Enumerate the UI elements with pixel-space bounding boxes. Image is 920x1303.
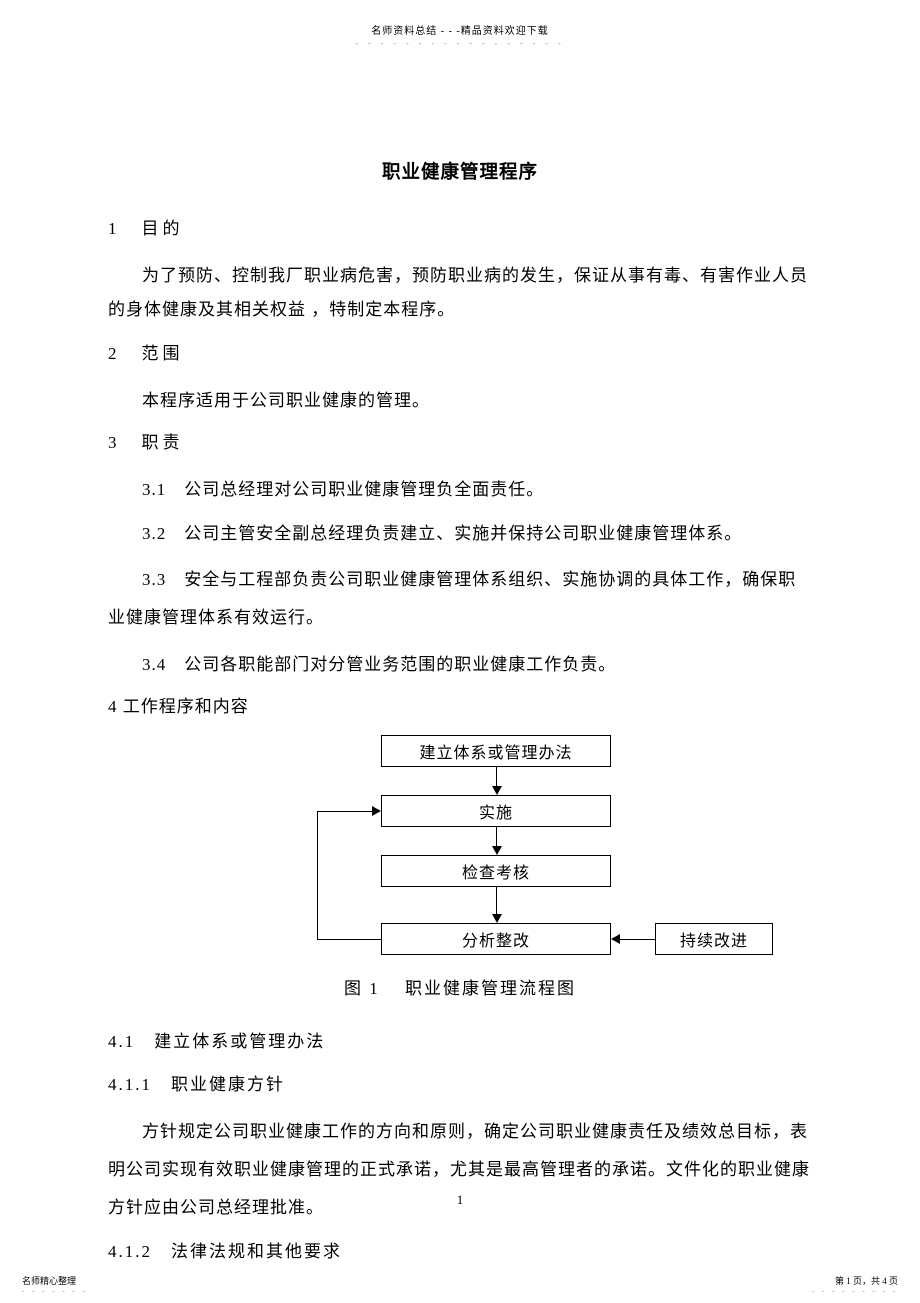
section-4-1-2-heading: 4.1.2 法律法规和其他要求 xyxy=(108,1237,812,1262)
section-4-heading: 4 工作程序和内容 xyxy=(108,692,812,717)
section-3-heading: 3 职责 xyxy=(108,428,812,453)
section-1-heading: 1 目的 xyxy=(108,214,812,239)
flowchart: 建立体系或管理办法 实施 检查考核 分析整改 持续改进 xyxy=(243,735,783,962)
document-title: 职业健康管理程序 xyxy=(108,158,812,184)
header-text: 名师资料总结 - - -精品资料欢迎下载 xyxy=(0,0,920,37)
flowchart-arrowhead xyxy=(372,806,381,816)
footer-dots-left: - - - - - - - xyxy=(22,1287,88,1295)
flowchart-arrow xyxy=(317,939,381,940)
flowchart-arrow xyxy=(496,887,497,915)
footer-left: 名师精心整理 xyxy=(22,1274,76,1287)
flowchart-arrowhead xyxy=(492,914,502,923)
section-4-1-1-heading: 4.1.1 职业健康方针 xyxy=(108,1070,812,1095)
header-dots: - - - - - - - - - - - - - - - - - xyxy=(0,39,920,48)
section-3-item-3: 3.3 安全与工程部负责公司职业健康管理体系组织、实施协调的具体工作，确保职业健… xyxy=(108,561,812,638)
section-4-1-1-paragraph: 方针规定公司职业健康工作的方向和原则，确定公司职业健康责任及绩效总目标，表明公司… xyxy=(108,1113,812,1228)
flowchart-arrowhead xyxy=(492,786,502,795)
flowchart-node-4: 分析整改 xyxy=(381,923,611,955)
section-1-paragraph: 为了预防、控制我厂职业病危害，预防职业病的发生，保证从事有毒、有害作业人员的身体… xyxy=(108,259,812,327)
flowchart-arrow xyxy=(317,811,372,812)
flowchart-arrowhead xyxy=(492,846,502,855)
section-3-item-2: 3.2 公司主管安全副总经理负责建立、实施并保持公司职业健康管理体系。 xyxy=(108,517,812,551)
document-content: 职业健康管理程序 1 目的 为了预防、控制我厂职业病危害，预防职业病的发生，保证… xyxy=(0,48,920,1262)
flowchart-node-1: 建立体系或管理办法 xyxy=(381,735,611,767)
page-number: 1 xyxy=(0,1192,920,1208)
flowchart-node-5: 持续改进 xyxy=(655,923,773,955)
section-4-1-heading: 4.1 建立体系或管理办法 xyxy=(108,1027,812,1052)
section-2-heading: 2 范围 xyxy=(108,339,812,364)
section-2-paragraph: 本程序适用于公司职业健康的管理。 xyxy=(108,384,812,418)
flowchart-arrow xyxy=(317,811,318,940)
flowchart-arrowhead xyxy=(611,934,620,944)
section-3-item-1: 3.1 公司总经理对公司职业健康管理负全面责任。 xyxy=(108,473,812,507)
flowchart-arrow xyxy=(496,827,497,847)
footer-right: 第 1 页，共 4 页 xyxy=(835,1274,898,1287)
flowchart-wrapper: 建立体系或管理办法 实施 检查考核 分析整改 持续改进 图 1 职业健康管理流程… xyxy=(108,735,812,999)
flowchart-arrow xyxy=(620,939,655,940)
footer-dots-right: - - - - - - - - - xyxy=(812,1287,898,1295)
flowchart-caption: 图 1 职业健康管理流程图 xyxy=(108,974,812,999)
section-3-item-4: 3.4 公司各职能部门对分管业务范围的职业健康工作负责。 xyxy=(108,648,812,682)
flowchart-node-3: 检查考核 xyxy=(381,855,611,887)
flowchart-arrow xyxy=(496,767,497,787)
flowchart-node-2: 实施 xyxy=(381,795,611,827)
